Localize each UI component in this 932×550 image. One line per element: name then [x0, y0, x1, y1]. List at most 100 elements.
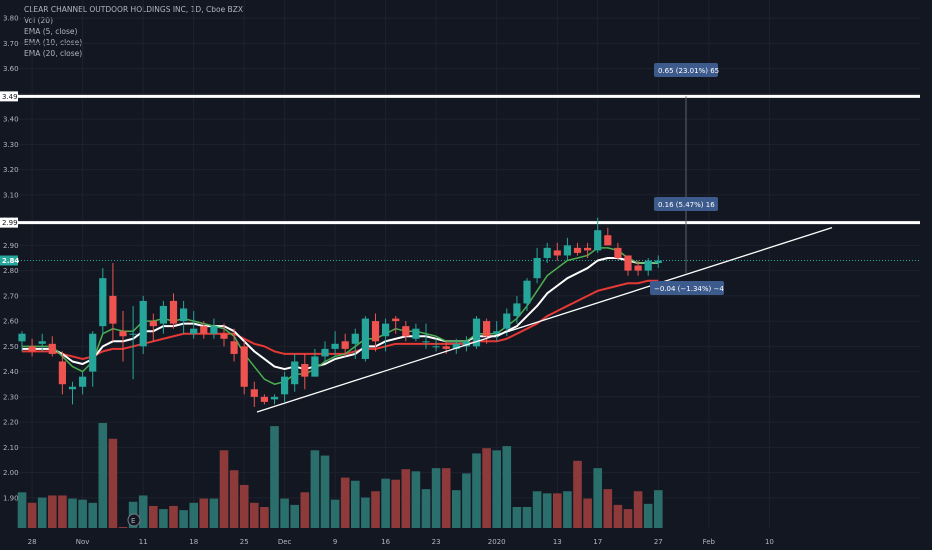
volume-bar: [472, 453, 481, 528]
candle-body: [604, 235, 612, 246]
x-tick-label: 2020: [488, 538, 506, 546]
ema5-line: [22, 247, 659, 385]
candle-body: [169, 300, 178, 324]
volume-bar: [169, 505, 178, 528]
x-tick-label: Dec: [278, 538, 292, 546]
candle-body: [48, 343, 56, 354]
y-tick-label: 3.80: [3, 15, 19, 23]
trendline[interactable]: [256, 227, 833, 413]
volume-bar: [149, 505, 158, 528]
x-tick-label: 25: [240, 538, 249, 546]
volume-bar: [361, 497, 370, 528]
legend-ema10[interactable]: EMA (10, close): [24, 38, 83, 47]
level-price-tag: [0, 91, 18, 102]
candle-body: [553, 250, 561, 256]
volume-bar: [250, 502, 259, 528]
volume-bar: [371, 491, 380, 528]
candle-body: [89, 333, 97, 372]
candle-body: [281, 376, 289, 395]
candle-body: [412, 328, 420, 339]
legend-volume[interactable]: Vol (20): [24, 16, 54, 25]
y-tick-label: 3.70: [3, 40, 19, 48]
candle-body: [523, 280, 531, 304]
measure-labels[interactable]: 0.65 (23.01%) 65 0.16 (5.47%) 16 −0.04 (−1…: [127, 63, 724, 527]
volume-bar: [654, 490, 663, 528]
x-tick-label: Nov: [76, 538, 90, 546]
time-axis-bg: [0, 530, 932, 550]
candle-body: [301, 364, 309, 377]
candle-body: [250, 389, 258, 397]
volume-bar: [37, 497, 47, 528]
y-tick-label: 2.00: [3, 469, 19, 477]
candle-body: [462, 341, 470, 347]
volume-bar: [603, 489, 613, 528]
candle-body: [200, 326, 208, 334]
candle-body: [594, 230, 602, 251]
candle-body: [119, 331, 127, 337]
candle-body: [513, 303, 521, 317]
candle-body: [99, 278, 107, 327]
legend-ema20[interactable]: EMA (20, close): [24, 49, 83, 58]
volume-bar: [239, 484, 249, 528]
candle-body: [220, 333, 228, 339]
volume-bar: [613, 504, 623, 528]
candle-body: [180, 308, 188, 322]
earnings-label: E: [131, 517, 135, 525]
volume-bar: [229, 470, 239, 528]
earnings-icon: [127, 513, 141, 527]
candle-body: [442, 346, 450, 349]
price-axis[interactable]: 3.803.703.603.503.403.303.203.103.002.90…: [0, 15, 19, 503]
candle-body: [351, 333, 359, 344]
volume-bar: [553, 493, 562, 528]
volume-bar: [401, 469, 411, 528]
x-tick-label: 17: [593, 538, 602, 546]
volume-bar: [108, 438, 118, 528]
measure-label: 0.16 (5.47%) 16: [658, 201, 715, 209]
time-axis[interactable]: 28 Nov 11 18 25 Dec 9 16 23 2020 13 17 27 Feb 10: [0, 530, 932, 550]
volume-bar: [462, 473, 471, 528]
volume-bar: [68, 498, 77, 528]
x-tick-label: 13: [553, 538, 562, 546]
volume-bar: [351, 480, 360, 528]
volume-bar: [482, 448, 491, 528]
x-tick-label: 16: [381, 538, 390, 546]
volume-bar: [573, 460, 582, 528]
candle-body: [584, 247, 592, 251]
measure-label: −0.04 (−1.34%) −4: [654, 285, 724, 293]
volume-bar: [441, 468, 451, 528]
candle-body: [18, 333, 26, 342]
volume-bar: [27, 502, 37, 528]
current-price-tag: [0, 255, 18, 266]
legend-ema5[interactable]: EMA (5, close): [24, 27, 78, 36]
x-tick-label: 27: [654, 538, 663, 546]
candle-body: [321, 348, 329, 357]
volume-bar: [563, 491, 572, 528]
volume-bar: [381, 478, 390, 528]
x-tick-label: 23: [432, 538, 441, 546]
volume-bar: [623, 509, 633, 528]
candle-body: [109, 295, 117, 324]
y-tick-label: 3.10: [3, 191, 19, 199]
volume-bar: [391, 479, 400, 528]
volume-bar: [88, 502, 97, 528]
candle-body: [311, 356, 319, 377]
grid-lines: [18, 0, 920, 528]
y-tick-label: 2.60: [3, 318, 19, 326]
chart-legend: CLEAR CHANNEL OUTDOOR HOLDINGS INC, 1D, …: [24, 4, 243, 59]
candle-body: [240, 346, 248, 387]
candle-body: [291, 361, 299, 385]
horizontal-lines[interactable]: [18, 94, 920, 274]
volume-bar: [199, 498, 209, 528]
candle-body: [483, 321, 491, 337]
volume-bar: [290, 504, 299, 528]
candle-body: [361, 318, 369, 359]
candle-body: [422, 341, 430, 343]
candle-body: [634, 265, 642, 271]
measure-box: [650, 281, 724, 295]
y-tick-label: 3.40: [3, 116, 19, 124]
volume-bar: [411, 471, 421, 528]
x-tick-label: 28: [28, 538, 37, 546]
candle-body: [79, 376, 87, 387]
current-price-text: 2.84: [2, 257, 19, 265]
